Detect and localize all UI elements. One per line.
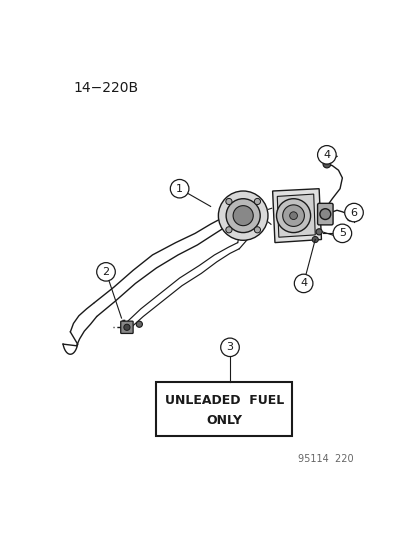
Text: UNLEADED  FUEL: UNLEADED FUEL — [164, 394, 283, 407]
Circle shape — [315, 229, 321, 235]
Text: 4: 4 — [323, 150, 330, 160]
Text: 3: 3 — [226, 342, 233, 352]
Circle shape — [136, 321, 142, 327]
Polygon shape — [272, 189, 320, 243]
Circle shape — [311, 237, 318, 243]
Circle shape — [332, 224, 351, 243]
Text: 4: 4 — [299, 278, 306, 288]
Circle shape — [344, 203, 363, 222]
Polygon shape — [277, 194, 314, 237]
Text: 1: 1 — [176, 184, 183, 193]
Bar — [156, 382, 291, 436]
Circle shape — [225, 198, 231, 205]
Circle shape — [233, 206, 253, 225]
Circle shape — [294, 274, 312, 293]
Text: 95114  220: 95114 220 — [298, 454, 353, 464]
Circle shape — [282, 205, 304, 227]
Text: 2: 2 — [102, 267, 109, 277]
FancyBboxPatch shape — [317, 203, 332, 225]
Circle shape — [322, 160, 330, 168]
Circle shape — [317, 146, 335, 164]
Text: ONLY: ONLY — [206, 414, 242, 427]
Circle shape — [254, 227, 260, 233]
Circle shape — [276, 199, 310, 232]
Text: 6: 6 — [350, 207, 357, 217]
Circle shape — [218, 191, 267, 240]
Text: 14−220B: 14−220B — [73, 81, 138, 95]
Text: 5: 5 — [338, 228, 345, 238]
Circle shape — [254, 198, 260, 205]
Circle shape — [225, 199, 260, 232]
Circle shape — [97, 263, 115, 281]
Circle shape — [225, 227, 231, 233]
Circle shape — [319, 209, 330, 220]
Circle shape — [220, 338, 239, 357]
Circle shape — [123, 324, 130, 330]
Circle shape — [289, 212, 297, 220]
Circle shape — [346, 215, 352, 221]
Circle shape — [170, 180, 188, 198]
FancyBboxPatch shape — [121, 321, 133, 334]
